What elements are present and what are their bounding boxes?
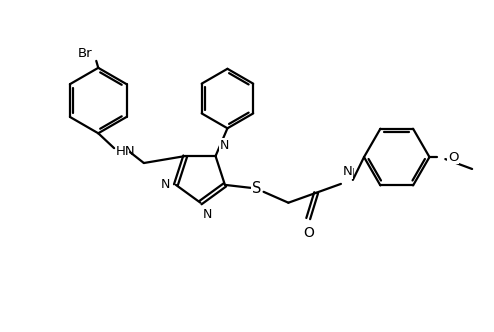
Text: S: S [252,181,261,196]
Text: N: N [203,208,212,221]
Text: H: H [346,167,355,180]
Text: HN: HN [116,145,136,158]
Text: O: O [303,225,314,239]
Text: O: O [448,151,458,164]
Text: N: N [161,178,170,191]
Text: N: N [343,165,353,178]
Text: Br: Br [78,47,92,60]
Text: N: N [219,139,229,152]
